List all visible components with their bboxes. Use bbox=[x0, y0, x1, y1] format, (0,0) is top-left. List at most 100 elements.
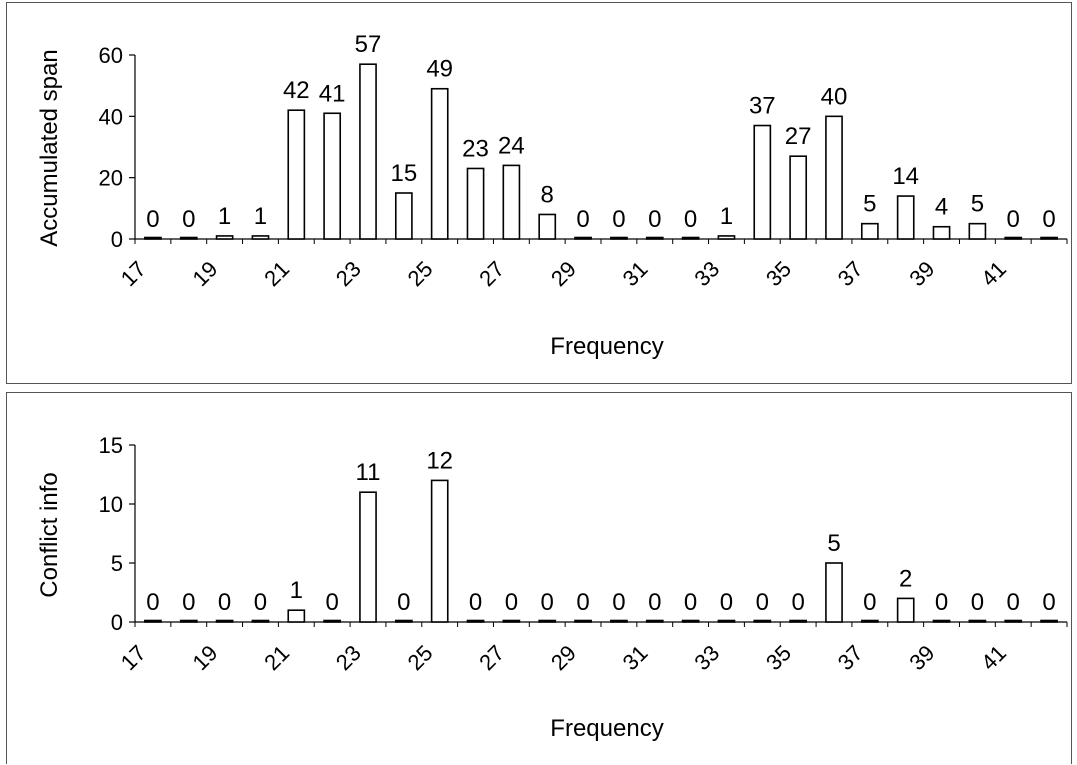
data-label: 41 bbox=[319, 80, 346, 107]
bar bbox=[932, 225, 951, 240]
bar bbox=[215, 235, 234, 240]
x-tick-label: 41 bbox=[976, 256, 1011, 291]
data-label: 0 bbox=[254, 589, 267, 616]
data-label: 0 bbox=[218, 589, 231, 616]
data-label: 23 bbox=[462, 135, 489, 162]
x-tick-label: 39 bbox=[904, 256, 939, 291]
data-label: 0 bbox=[146, 589, 159, 616]
x-tick-label: 23 bbox=[331, 640, 366, 675]
data-label: 0 bbox=[684, 206, 697, 233]
bar bbox=[860, 619, 879, 623]
x-tick-label: 21 bbox=[259, 640, 294, 675]
data-label: 0 bbox=[325, 589, 338, 616]
bar bbox=[359, 63, 377, 240]
bar bbox=[753, 124, 772, 240]
data-label: 0 bbox=[397, 589, 410, 616]
bar bbox=[287, 609, 306, 623]
x-tick-label: 35 bbox=[761, 256, 796, 291]
bar bbox=[144, 236, 162, 240]
bar bbox=[287, 109, 306, 240]
bar bbox=[968, 619, 987, 623]
bar bbox=[574, 619, 592, 623]
data-label: 24 bbox=[498, 132, 525, 159]
data-label: 2 bbox=[899, 565, 912, 592]
bar bbox=[502, 164, 521, 240]
bar bbox=[1040, 619, 1058, 623]
bar bbox=[323, 112, 342, 240]
data-label: 0 bbox=[863, 589, 876, 616]
bar bbox=[610, 619, 628, 623]
x-tick-label: 29 bbox=[546, 256, 581, 291]
data-label: 0 bbox=[182, 206, 195, 233]
data-label: 0 bbox=[576, 589, 589, 616]
bar bbox=[574, 236, 592, 240]
bar bbox=[1040, 236, 1058, 240]
bar bbox=[394, 192, 413, 240]
bar bbox=[753, 619, 772, 623]
y-tick-label: 10 bbox=[99, 492, 123, 517]
bar bbox=[538, 213, 557, 240]
x-tick-label: 31 bbox=[618, 256, 653, 291]
bar bbox=[430, 87, 449, 240]
y-tick-label: 5 bbox=[111, 551, 123, 576]
data-label: 0 bbox=[648, 206, 661, 233]
bar bbox=[466, 167, 485, 240]
x-tick-label: 17 bbox=[116, 640, 151, 675]
x-tick-label: 21 bbox=[259, 256, 294, 291]
data-label: 12 bbox=[426, 447, 453, 474]
bar bbox=[251, 619, 270, 623]
data-label: 15 bbox=[390, 160, 417, 187]
data-label: 5 bbox=[827, 530, 840, 557]
data-label: 0 bbox=[541, 589, 554, 616]
data-label: 49 bbox=[426, 56, 453, 83]
data-label: 0 bbox=[146, 206, 159, 233]
bar bbox=[430, 479, 449, 623]
data-label: 0 bbox=[1007, 206, 1020, 233]
data-label: 0 bbox=[720, 589, 733, 616]
data-label: 0 bbox=[935, 589, 948, 616]
data-label: 0 bbox=[971, 589, 984, 616]
data-label: 8 bbox=[541, 181, 554, 208]
data-label: 0 bbox=[612, 206, 625, 233]
bar bbox=[144, 619, 162, 623]
bar bbox=[1004, 236, 1023, 240]
x-tick-label: 27 bbox=[474, 640, 509, 675]
x-tick-label: 33 bbox=[689, 640, 724, 675]
y-tick-label: 0 bbox=[111, 610, 123, 635]
x-tick-label: 29 bbox=[546, 640, 581, 675]
data-label: 11 bbox=[356, 459, 381, 486]
y-tick-label: 60 bbox=[99, 43, 123, 68]
bar bbox=[717, 235, 736, 240]
chart-panel-accumulated-span: Accumulated span Frequency 0 20 40 60 17 19 21… bbox=[6, 2, 1072, 384]
data-label: 42 bbox=[283, 77, 310, 104]
data-label: 27 bbox=[785, 123, 812, 150]
bar bbox=[394, 619, 413, 623]
bar bbox=[860, 222, 879, 240]
x-tick-label: 37 bbox=[833, 640, 868, 675]
x-tick-label: 25 bbox=[403, 640, 438, 675]
data-label: 0 bbox=[791, 589, 804, 616]
bar bbox=[179, 619, 198, 623]
bar bbox=[896, 597, 915, 623]
data-label: 1 bbox=[218, 203, 231, 230]
bar bbox=[968, 222, 987, 240]
data-label: 1 bbox=[254, 203, 267, 230]
y-tick-label: 20 bbox=[99, 166, 123, 191]
bar bbox=[645, 236, 664, 240]
data-label: 0 bbox=[684, 589, 697, 616]
data-label: 0 bbox=[1042, 589, 1055, 616]
x-tick-label: 17 bbox=[116, 256, 151, 291]
data-label: 14 bbox=[892, 163, 919, 190]
data-label: 37 bbox=[749, 93, 776, 120]
bar bbox=[717, 619, 736, 623]
bar bbox=[645, 619, 664, 623]
y-tick-label: 0 bbox=[111, 227, 123, 252]
bar bbox=[538, 619, 557, 623]
data-label: 0 bbox=[756, 589, 769, 616]
bar bbox=[466, 619, 485, 623]
chart-panel-conflict-info: Conflict info Frequency 0 5 10 15 17 19 21 23 25… bbox=[6, 392, 1072, 764]
y-tick-label: 40 bbox=[99, 104, 123, 129]
x-tick-label: 27 bbox=[474, 256, 509, 291]
y-tick-label: 15 bbox=[99, 433, 123, 458]
